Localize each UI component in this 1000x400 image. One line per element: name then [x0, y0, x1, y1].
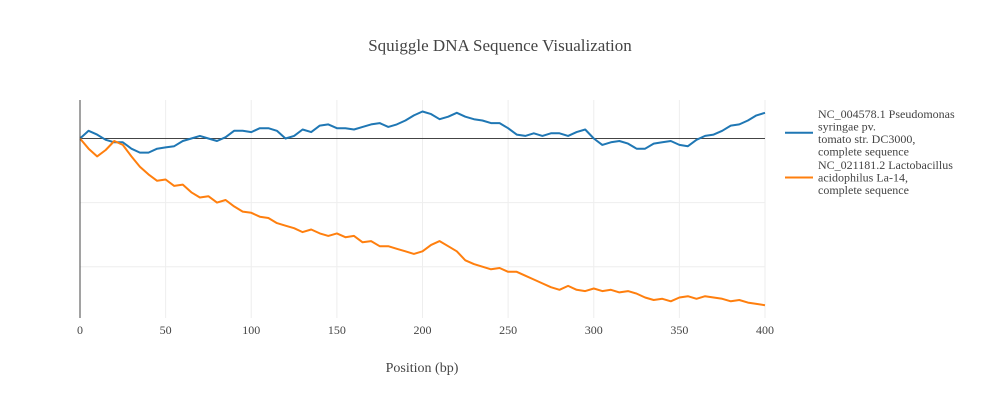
series-line-1 [79, 110, 766, 154]
legend-label-line: syringae pv. [818, 120, 876, 134]
legend-label-line: NC_021181.2 Lactobacillus [818, 158, 953, 172]
legend-label-line: NC_004578.1 Pseudomonas [818, 107, 955, 121]
legend-label: NC_004578.1 Pseudomonas syringae pv. tomat… [818, 107, 955, 159]
legend-label-line: tomato str. DC3000, [818, 132, 915, 146]
x-tick-label: 350 [670, 323, 688, 337]
gridlines [79, 100, 766, 318]
x-tick-label: 400 [756, 323, 774, 337]
plot-lines [79, 110, 766, 307]
legend-label-line: complete sequence [818, 183, 909, 197]
x-tick-label: 250 [499, 323, 517, 337]
x-axis-title: Position (bp) [386, 361, 459, 376]
chart-title: Squiggle DNA Sequence Visualization [368, 36, 632, 55]
legend: NC_004578.1 Pseudomonas syringae pv. tomat… [785, 107, 955, 197]
x-tick-label: 100 [242, 323, 260, 337]
x-tick-label: 0 [77, 323, 83, 337]
x-tick-label: 300 [585, 323, 603, 337]
x-tick-label: 50 [160, 323, 172, 337]
legend-item-2: NC_021181.2 Lactobacillus acidophilus La-… [785, 158, 953, 197]
x-tick-label: 200 [414, 323, 432, 337]
series-line-2 [79, 137, 766, 307]
legend-label-line: complete sequence [818, 145, 909, 159]
x-tick-label: 150 [328, 323, 346, 337]
x-axis-ticks: 0 50 100 150 200 250 300 350 400 [77, 323, 774, 337]
legend-item-1: NC_004578.1 Pseudomonas syringae pv. tomat… [785, 107, 955, 159]
legend-label: NC_021181.2 Lactobacillus acidophilus La-… [818, 158, 953, 197]
legend-label-line: acidophilus La-14, [818, 171, 908, 185]
